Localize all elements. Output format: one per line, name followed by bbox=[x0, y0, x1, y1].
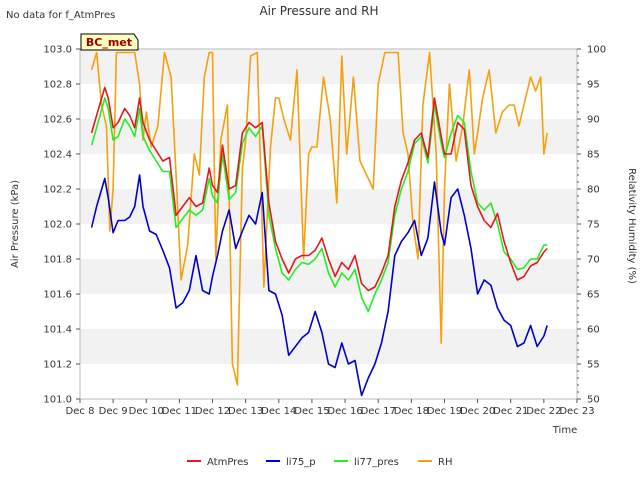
y2-tick-label: 85 bbox=[587, 150, 600, 161]
x-tick-label: Dec 8 bbox=[66, 406, 95, 417]
legend-label: li77_pres bbox=[354, 457, 399, 468]
site-badge: BC_met bbox=[80, 33, 139, 51]
series-line-rh bbox=[90, 51, 548, 386]
grid-band bbox=[80, 49, 577, 84]
x-tick-label: Dec 23 bbox=[559, 406, 594, 417]
series-line-li75-p bbox=[90, 174, 548, 397]
x-tick-label: Dec 19 bbox=[427, 406, 462, 417]
y-tick-label: 102.8 bbox=[43, 80, 72, 91]
y-tick-label: 102.2 bbox=[43, 185, 72, 196]
y-tick-label: 102.0 bbox=[43, 220, 72, 231]
x-tick-label: Dec 13 bbox=[228, 406, 263, 417]
y2-tick-label: 50 bbox=[587, 395, 600, 406]
grid-band bbox=[80, 259, 577, 294]
x-tick-label: Dec 15 bbox=[294, 406, 329, 417]
grid-band bbox=[80, 189, 577, 224]
y2-tick-label: 80 bbox=[587, 185, 600, 196]
x-tick-label: Dec 11 bbox=[162, 406, 197, 417]
y-axis-left: 101.0 101.2 101.4 101.6 101.8 102.0 102.2 102.4… bbox=[43, 45, 80, 406]
y-tick-label: 101.8 bbox=[43, 255, 72, 266]
grid-band bbox=[80, 224, 577, 259]
x-tick-label: Dec 20 bbox=[460, 406, 495, 417]
y-tick-label: 103.0 bbox=[43, 45, 72, 56]
chart-title: Air Pressure and RH bbox=[259, 4, 378, 18]
y-tick-label: 101.4 bbox=[43, 325, 72, 336]
no-data-note: No data for f_AtmPres bbox=[6, 10, 115, 21]
series-line-li77-pres bbox=[90, 97, 548, 313]
y-tick-label: 102.6 bbox=[43, 115, 72, 126]
y-tick-label: 101.6 bbox=[43, 290, 72, 301]
y2-tick-label: 95 bbox=[587, 80, 600, 91]
series-line-atmpres bbox=[90, 86, 548, 292]
y2-tick-label: 100 bbox=[587, 45, 606, 56]
y-tick-label: 102.4 bbox=[43, 150, 72, 161]
legend-label: AtmPres bbox=[207, 457, 248, 468]
x-tick-label: Dec 14 bbox=[261, 406, 296, 417]
y2-tick-label: 90 bbox=[587, 115, 600, 126]
y-axis-label: Air Pressure (kPa) bbox=[10, 180, 21, 268]
site-badge-label: BC_met bbox=[86, 36, 132, 49]
legend-label: RH bbox=[438, 457, 452, 468]
y-axis-right: 50 55 60 65 70 75 80 85 90 95 100 bbox=[577, 45, 606, 406]
y2-tick-label: 60 bbox=[587, 325, 600, 336]
x-tick-label: Dec 16 bbox=[327, 406, 362, 417]
y-tick-label: 101.2 bbox=[43, 360, 72, 371]
x-tick-label: Dec 17 bbox=[361, 406, 396, 417]
y2-tick-label: 70 bbox=[587, 255, 600, 266]
y2-tick-label: 75 bbox=[587, 220, 600, 231]
grid-band bbox=[80, 329, 577, 364]
x-tick-label: Dec 22 bbox=[526, 406, 561, 417]
x-tick-label: Dec 12 bbox=[195, 406, 230, 417]
grid-band bbox=[80, 364, 577, 399]
grid-band bbox=[80, 294, 577, 329]
x-tick-label: Dec 21 bbox=[493, 406, 528, 417]
x-tick-label: Dec 18 bbox=[394, 406, 429, 417]
y-tick-label: 101.0 bbox=[43, 395, 72, 406]
x-tick-label: Dec 9 bbox=[99, 406, 128, 417]
grid-bands bbox=[80, 49, 577, 399]
y2-axis-label: Relativity Humidity (%) bbox=[626, 168, 637, 284]
legend-label: li75_p bbox=[286, 457, 316, 468]
legend: AtmPres li75_p li77_pres RH bbox=[187, 457, 452, 468]
y2-tick-label: 65 bbox=[587, 290, 600, 301]
x-tick-label: Dec 10 bbox=[129, 406, 164, 417]
series-layer bbox=[90, 51, 548, 397]
x-axis-label: Time bbox=[552, 425, 577, 436]
y2-tick-label: 55 bbox=[587, 360, 600, 371]
